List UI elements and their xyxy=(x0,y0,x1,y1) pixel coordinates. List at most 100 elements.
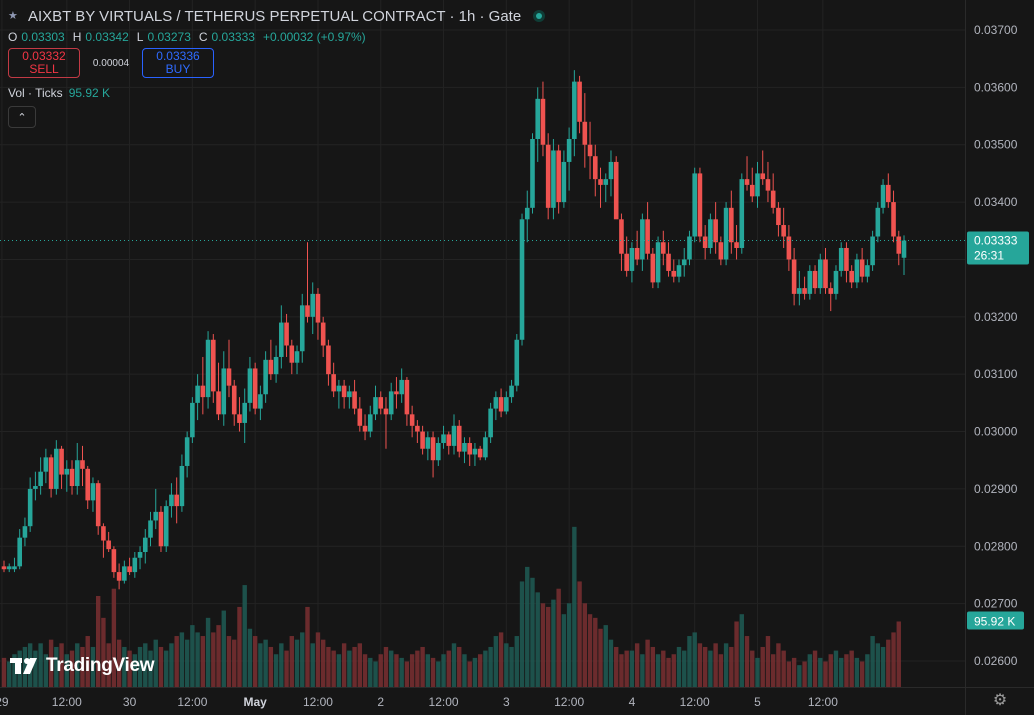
volume-bar xyxy=(106,643,111,687)
time-tick-label: 12:00 xyxy=(177,695,207,709)
volume-label: Vol · Ticks xyxy=(8,86,63,100)
tradingview-logo[interactable]: TradingView xyxy=(10,655,155,677)
volume-bar xyxy=(530,577,535,687)
volume-bar xyxy=(535,592,540,687)
candle-body xyxy=(791,259,797,294)
volume-bar xyxy=(69,650,75,687)
candle-body xyxy=(305,305,310,317)
volume-bar xyxy=(886,639,891,687)
candle-body xyxy=(661,242,666,254)
candle-body xyxy=(870,236,875,266)
volume-bar xyxy=(462,654,467,687)
live-status-icon xyxy=(533,10,546,22)
candle-body xyxy=(451,425,457,446)
candle-body xyxy=(634,247,640,260)
candle-body xyxy=(472,448,478,455)
price-tick-label: 0.03500 xyxy=(974,138,1018,152)
volume-bar xyxy=(619,654,624,687)
symbol-title[interactable]: AIXBT BY VIRTUALS / TETHERUS PERPETUAL C… xyxy=(28,7,522,25)
time-tick-label: 5 xyxy=(754,695,761,709)
volume-bar xyxy=(326,646,331,687)
candle-body xyxy=(54,448,59,489)
volume-bar xyxy=(90,646,96,687)
candle-body xyxy=(394,391,399,395)
candle-body xyxy=(90,483,96,501)
buy-button[interactable]: 0.03336 BUY xyxy=(142,48,214,78)
time-tick-label: 12:00 xyxy=(303,695,333,709)
volume-bar xyxy=(43,654,49,687)
volume-bar xyxy=(823,661,828,687)
candle-body xyxy=(95,483,101,527)
volume-bar xyxy=(472,657,478,687)
volume-bar xyxy=(451,643,457,687)
volume-bar xyxy=(383,646,389,687)
candle-body xyxy=(770,190,776,208)
candle-body xyxy=(163,506,169,547)
candle-body xyxy=(592,156,598,180)
price-tick-label: 0.03100 xyxy=(974,367,1018,381)
candle-body xyxy=(420,431,425,449)
volume-bar xyxy=(504,643,509,687)
logo-text: TradingView xyxy=(46,655,155,676)
candle-body xyxy=(655,242,661,283)
candle-body xyxy=(205,339,211,398)
candle-body xyxy=(263,359,268,395)
candle-body xyxy=(226,368,232,386)
volume-bar xyxy=(498,632,504,687)
volume-bar xyxy=(357,643,363,687)
time-tick-label: 12:00 xyxy=(554,695,584,709)
candle-body xyxy=(211,339,216,392)
candle-body xyxy=(880,184,886,208)
candle-body xyxy=(425,437,431,449)
time-axis-bg xyxy=(0,687,1034,715)
volume-bar xyxy=(734,621,739,687)
volume-bar xyxy=(132,654,138,687)
volume-bar xyxy=(577,581,582,687)
volume-bar xyxy=(593,617,598,687)
candle-body xyxy=(174,494,179,507)
volume-bar xyxy=(331,650,336,687)
volume-bar xyxy=(880,646,886,687)
volume-bar xyxy=(718,654,724,687)
volume-bar xyxy=(320,639,326,687)
volume-legend[interactable]: Vol · Ticks 95.92 K xyxy=(8,86,545,100)
candle-body xyxy=(190,402,195,438)
candle-body xyxy=(399,379,404,395)
candle-body xyxy=(744,179,750,185)
candle-body xyxy=(320,322,326,346)
time-tick-label: 4 xyxy=(629,695,636,709)
volume-bar xyxy=(368,657,373,687)
candle-body xyxy=(498,397,504,412)
candle-body xyxy=(681,259,687,266)
volume-bar xyxy=(341,643,347,687)
volume-bar xyxy=(415,650,420,687)
candle-body xyxy=(504,397,509,412)
volume-bar xyxy=(111,588,117,687)
volume-bar xyxy=(551,599,556,687)
volume-bar xyxy=(54,646,59,687)
candle-body xyxy=(493,397,499,409)
candle-body xyxy=(640,219,645,260)
candle-body xyxy=(561,161,567,203)
volume-bar xyxy=(362,654,368,687)
last-price-badge xyxy=(967,231,1029,265)
volume-bar xyxy=(781,650,786,687)
candle-body xyxy=(613,161,619,220)
collapse-legend-button[interactable]: ⌃ xyxy=(8,106,36,128)
volume-bar xyxy=(336,654,342,687)
candle-body xyxy=(153,511,159,521)
volume-bar xyxy=(221,610,226,687)
volume-bar xyxy=(294,639,300,687)
candle-body xyxy=(132,557,138,573)
candle-body xyxy=(137,552,143,558)
volume-bar xyxy=(587,614,593,687)
candle-body xyxy=(760,173,766,180)
chevron-up-icon: ⌃ xyxy=(17,111,27,124)
sell-button[interactable]: 0.03332 SELL xyxy=(8,48,80,78)
candle-body xyxy=(446,434,452,446)
candle-body xyxy=(158,511,164,547)
settings-gear-icon[interactable]: ⚙ xyxy=(992,692,1008,709)
candle-body xyxy=(315,293,321,323)
symbol-logo-icon: ★ xyxy=(8,10,18,22)
